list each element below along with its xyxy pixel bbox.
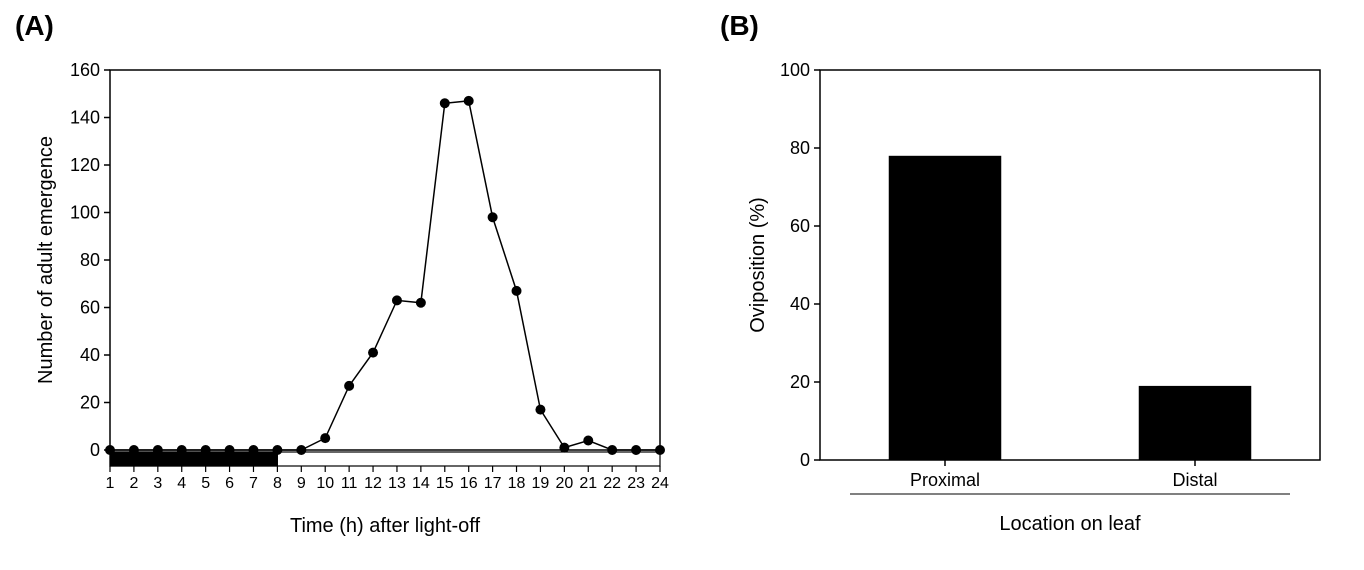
svg-text:7: 7 [249,475,258,492]
svg-text:22: 22 [603,475,621,492]
svg-text:0: 0 [90,440,100,460]
svg-text:100: 100 [70,203,100,223]
svg-text:140: 140 [70,108,100,128]
svg-text:12: 12 [364,475,382,492]
svg-text:Number of adult emergence: Number of adult emergence [35,136,57,384]
svg-text:15: 15 [436,475,454,492]
svg-text:10: 10 [316,475,334,492]
svg-text:160: 160 [70,60,100,80]
panel-b-chart: 0 20 40 60 80 100 Proximal Distal Location on le… [740,50,1340,550]
panel-a-chart: 0204060801001201401601234567891011121314… [30,50,680,550]
svg-text:120: 120 [70,155,100,175]
svg-text:3: 3 [153,475,162,492]
svg-text:20: 20 [80,393,100,413]
svg-text:Time (h) after light-off: Time (h) after light-off [290,515,481,537]
svg-text:Distal: Distal [1172,470,1217,490]
svg-text:20: 20 [790,372,810,392]
svg-text:2: 2 [129,475,138,492]
svg-text:Oviposition (%): Oviposition (%) [747,197,769,333]
svg-text:40: 40 [790,294,810,314]
svg-text:17: 17 [484,475,502,492]
svg-text:24: 24 [651,475,669,492]
svg-text:1: 1 [106,475,115,492]
svg-text:100: 100 [780,60,810,80]
svg-text:21: 21 [579,475,597,492]
svg-text:80: 80 [790,138,810,158]
svg-text:23: 23 [627,475,645,492]
svg-text:Location on leaf: Location on leaf [999,513,1141,535]
svg-text:18: 18 [508,475,526,492]
svg-text:13: 13 [388,475,406,492]
svg-text:11: 11 [341,475,358,492]
svg-text:4: 4 [177,475,186,492]
svg-text:19: 19 [532,475,550,492]
panel-a-label: (A) [15,10,54,42]
svg-text:6: 6 [225,475,234,492]
svg-text:60: 60 [80,298,100,318]
svg-text:0: 0 [800,450,810,470]
svg-text:9: 9 [297,475,306,492]
svg-text:60: 60 [790,216,810,236]
svg-text:40: 40 [80,345,100,365]
svg-text:14: 14 [412,475,430,492]
svg-text:16: 16 [460,475,478,492]
svg-text:8: 8 [273,475,282,492]
svg-text:80: 80 [80,250,100,270]
svg-text:Proximal: Proximal [910,470,980,490]
panel-b-label: (B) [720,10,759,42]
svg-text:5: 5 [201,475,210,492]
svg-text:20: 20 [555,475,573,492]
